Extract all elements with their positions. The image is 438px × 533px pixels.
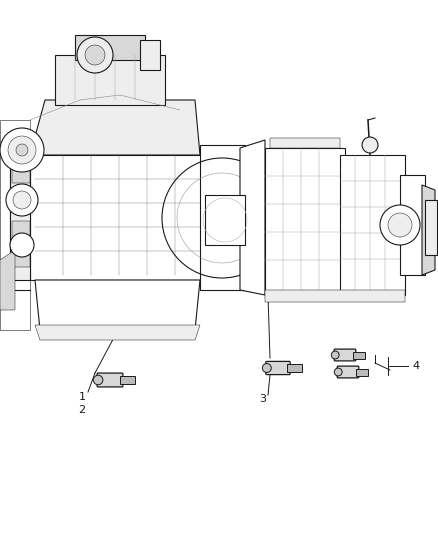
Bar bbox=[12, 221, 30, 239]
Bar bbox=[265, 148, 345, 296]
Polygon shape bbox=[0, 250, 15, 310]
Polygon shape bbox=[35, 280, 200, 330]
Polygon shape bbox=[422, 185, 435, 275]
Circle shape bbox=[262, 364, 271, 373]
Circle shape bbox=[8, 136, 36, 164]
Circle shape bbox=[331, 351, 339, 359]
Polygon shape bbox=[10, 155, 30, 280]
Bar bbox=[425, 200, 437, 255]
Text: 3: 3 bbox=[259, 394, 266, 404]
Bar bbox=[200, 145, 245, 290]
Bar bbox=[340, 155, 405, 295]
Bar bbox=[205, 195, 245, 245]
Polygon shape bbox=[30, 100, 200, 155]
Circle shape bbox=[362, 137, 378, 153]
Bar bbox=[265, 290, 405, 302]
Circle shape bbox=[10, 233, 34, 257]
Circle shape bbox=[380, 205, 420, 245]
Bar bbox=[287, 364, 302, 372]
FancyBboxPatch shape bbox=[337, 366, 359, 378]
Bar bbox=[75, 35, 145, 60]
Circle shape bbox=[0, 128, 44, 172]
Bar bbox=[353, 351, 365, 359]
Polygon shape bbox=[35, 325, 200, 340]
Text: 2: 2 bbox=[78, 405, 85, 415]
Circle shape bbox=[16, 144, 28, 156]
Bar bbox=[55, 55, 165, 105]
Circle shape bbox=[388, 213, 412, 237]
Bar bbox=[12, 193, 30, 211]
FancyBboxPatch shape bbox=[266, 361, 290, 375]
Bar bbox=[120, 376, 135, 384]
Circle shape bbox=[77, 37, 113, 73]
Circle shape bbox=[13, 191, 31, 209]
Text: 4: 4 bbox=[412, 361, 419, 371]
FancyBboxPatch shape bbox=[97, 373, 123, 387]
Bar bbox=[140, 40, 160, 70]
FancyBboxPatch shape bbox=[334, 349, 356, 361]
Circle shape bbox=[85, 45, 105, 65]
Bar bbox=[356, 368, 368, 376]
Circle shape bbox=[334, 368, 342, 376]
Polygon shape bbox=[270, 138, 340, 148]
Circle shape bbox=[93, 375, 103, 385]
Text: 1: 1 bbox=[78, 392, 85, 402]
Bar bbox=[30, 155, 205, 280]
Bar bbox=[400, 175, 425, 275]
Polygon shape bbox=[240, 140, 265, 295]
Bar bbox=[12, 249, 30, 267]
Circle shape bbox=[6, 184, 38, 216]
Bar bbox=[12, 165, 30, 183]
